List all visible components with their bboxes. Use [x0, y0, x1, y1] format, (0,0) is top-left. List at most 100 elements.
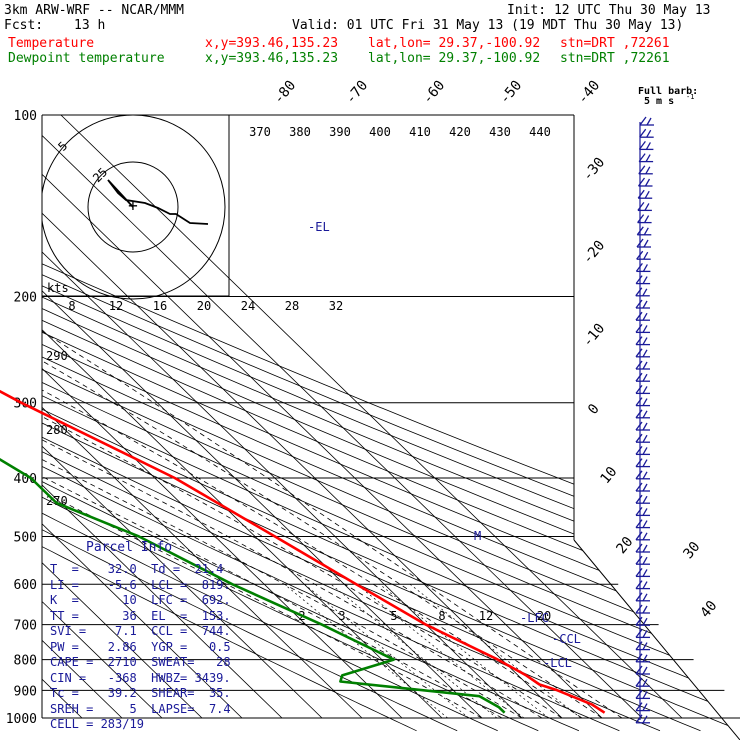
- wind-barb: [635, 665, 650, 675]
- mixing-ratio-label: 20: [537, 609, 551, 623]
- barb-unit-exp: -1: [686, 93, 694, 101]
- wind-barb: [635, 409, 650, 419]
- moist-adiabat: [42, 321, 483, 719]
- isotherm-label: -40: [575, 78, 604, 108]
- dry-adiabat: [42, 115, 701, 732]
- dry-adiabat: [42, 115, 417, 732]
- stn-temperature: stn=DRT ,72261: [560, 36, 670, 51]
- theta-label: 390: [329, 125, 351, 139]
- pressure-label: 100: [14, 109, 37, 124]
- latlon-temperature: lat,lon= 29.37,-100.92: [368, 36, 541, 51]
- wind-scale-label: 24: [241, 299, 255, 313]
- xy-temperature: x,y=393.46,135.23: [205, 36, 339, 51]
- latlon-dewpoint: lat,lon= 29.37,-100.92: [368, 51, 541, 66]
- wind-barb: [635, 275, 651, 285]
- parcel-row: K = 10 LFC = 692.: [50, 593, 231, 607]
- xy-dewpoint: x,y=393.46,135.23: [205, 51, 339, 66]
- wind-barb: [635, 580, 650, 590]
- wind-barb: [636, 238, 651, 248]
- stn-dewpoint: stn=DRT ,72261: [560, 51, 670, 66]
- mixing-ratio-line: [379, 583, 549, 719]
- fcst-value: 13 h: [74, 18, 106, 33]
- dry-adiabat: [42, 115, 458, 732]
- wind-barb: [635, 629, 650, 639]
- isotherm-line: [60, 115, 683, 719]
- isotherm-line: [42, 115, 283, 719]
- wind-scale-label: 28: [285, 299, 299, 313]
- isotherm-label: -10: [580, 321, 609, 351]
- wind-barb: [635, 677, 650, 687]
- parcel-row: SREH = 5 LAPSE= 7.4: [50, 701, 231, 716]
- isotherm-line: [42, 115, 403, 719]
- hodo-ring: [42, 115, 226, 300]
- isotherm-line: [42, 115, 643, 719]
- parcel-title: Parcel Info: [86, 540, 173, 555]
- parcel-row: TT = 36 EL = 153.: [50, 608, 231, 623]
- isotherm-label: -70: [343, 78, 372, 108]
- pressure-label: 500: [14, 530, 37, 545]
- wind-barb: [635, 348, 650, 358]
- wind-barb: [635, 494, 650, 504]
- level-marker: -CCL: [552, 632, 581, 646]
- parcel-row: CAPE = 2710 SWEAT= 28: [50, 655, 231, 669]
- isotherm-line: [42, 115, 243, 719]
- dry-adiabat: [42, 115, 740, 732]
- wind-barb: [638, 165, 653, 175]
- wind-barb: [635, 592, 650, 602]
- level-marker: -LCL: [543, 656, 572, 670]
- dry-adiabat: [42, 115, 740, 732]
- wind-barb: [636, 250, 651, 260]
- isotherm-label: 40: [697, 598, 720, 621]
- wind-barb: [635, 519, 650, 529]
- wind-scale-unit: kts: [47, 281, 69, 295]
- pressure-label: 600: [14, 578, 37, 593]
- isotherm-label: -20: [580, 238, 609, 268]
- wind-scale-label: 20: [197, 299, 211, 313]
- isotherm-line: [42, 115, 203, 719]
- wind-barb: [635, 531, 650, 541]
- isotherm-label: 0: [585, 401, 603, 418]
- wind-scale-label: 16: [153, 299, 167, 313]
- barb-unit: 5 m s: [644, 96, 674, 107]
- wind-scale-label: 12: [109, 299, 123, 313]
- mixing-ratio-line: [330, 583, 498, 719]
- wind-barb: [635, 568, 650, 578]
- theta-side-label: 290: [46, 349, 68, 363]
- wind-barb: [635, 616, 650, 626]
- isotherm-line: [42, 115, 523, 719]
- moist-adiabat: [42, 296, 603, 719]
- isotherm-line: [42, 115, 563, 719]
- dry-adiabat: [42, 115, 661, 732]
- parcel-row: CELL = 283/19: [50, 717, 144, 731]
- wind-barb: [638, 153, 654, 163]
- dry-adiabat: [42, 115, 539, 732]
- theta-side-label: 280: [46, 423, 68, 437]
- model-title: 3km ARW-WRF -- NCAR/MMM: [4, 3, 185, 18]
- wind-barb: [635, 604, 650, 614]
- dry-adiabat: [42, 115, 740, 732]
- isotherm-label: 20: [613, 534, 636, 557]
- pressure-label: 200: [14, 291, 37, 306]
- theta-label: 370: [249, 125, 271, 139]
- valid-time: Valid: 01 UTC Fri 31 May 13 (19 MDT Thu …: [292, 18, 684, 33]
- wind-barb: [636, 226, 652, 236]
- wind-barb: [635, 299, 650, 309]
- mixing-ratio-line: [284, 583, 448, 719]
- wind-barb: [639, 116, 654, 126]
- isotherm-line: [42, 115, 163, 719]
- level-marker: -LFC: [520, 611, 549, 625]
- isotherm-label: 30: [680, 539, 703, 562]
- dewpoint-profile: [0, 458, 506, 714]
- hodograph-trace: [107, 179, 209, 225]
- wind-barb: [635, 446, 650, 456]
- isotherm-label: 10: [597, 464, 620, 487]
- dry-adiabat: [42, 115, 740, 732]
- pressure-label: 400: [14, 472, 37, 487]
- wind-barb: [635, 311, 650, 321]
- pressure-label: 900: [14, 684, 37, 699]
- wind-barb: [635, 360, 650, 370]
- isotherm-label: -80: [271, 78, 300, 108]
- pressure-label: 1000: [6, 712, 37, 727]
- wind-barb: [635, 482, 650, 492]
